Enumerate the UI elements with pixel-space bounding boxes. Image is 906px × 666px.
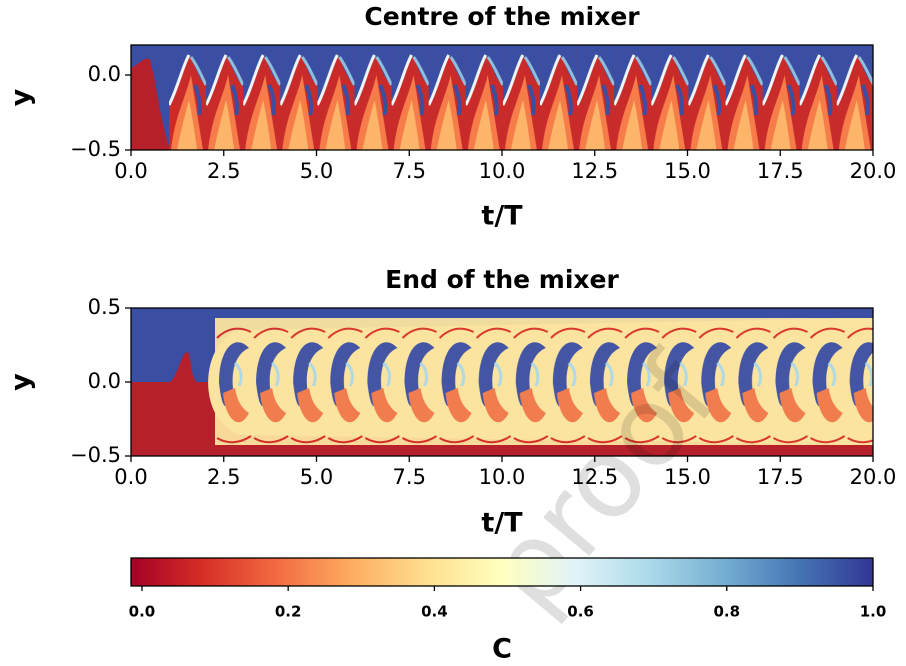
y-tick-label: 0.0 bbox=[88, 369, 121, 393]
colorbar-label: C bbox=[492, 634, 512, 665]
colorbar-tick-label: 0.6 bbox=[567, 603, 594, 621]
x-tick-label: 5.0 bbox=[300, 465, 333, 489]
x-tick-label: 15.0 bbox=[664, 465, 711, 489]
chart-title: End of the mixer bbox=[385, 265, 619, 294]
colorbar-tick-label: 0.0 bbox=[129, 603, 156, 621]
heatmap-field bbox=[131, 45, 873, 150]
x-tick-label: 7.5 bbox=[393, 159, 426, 183]
x-tick-label: 17.5 bbox=[757, 159, 804, 183]
x-tick-label: 7.5 bbox=[393, 465, 426, 489]
colorbar-tick-label: 0.4 bbox=[421, 603, 448, 621]
x-tick-label: 17.5 bbox=[757, 465, 804, 489]
x-axis-label: t/T bbox=[481, 201, 523, 232]
chart-title: Centre of the mixer bbox=[364, 2, 640, 31]
colorbar-tick-label: 1.0 bbox=[860, 603, 887, 621]
x-tick-label: 10.0 bbox=[479, 465, 526, 489]
colorbar-tick-label: 0.2 bbox=[275, 603, 302, 621]
x-tick-label: 2.5 bbox=[207, 465, 240, 489]
x-tick-label: 20.0 bbox=[850, 465, 897, 489]
x-axis-label: t/T bbox=[481, 508, 523, 539]
y-tick-label: −0.5 bbox=[70, 443, 121, 467]
colorbar-tick-label: 0.8 bbox=[714, 603, 741, 621]
x-tick-label: 20.0 bbox=[850, 159, 897, 183]
y-axis-label: y bbox=[6, 373, 37, 391]
x-tick-label: 0.0 bbox=[114, 465, 147, 489]
colorbar bbox=[130, 557, 874, 587]
x-tick-label: 0.0 bbox=[114, 159, 147, 183]
y-tick-label: 0.0 bbox=[88, 62, 121, 86]
x-tick-label: 12.5 bbox=[571, 465, 618, 489]
x-tick-label: 2.5 bbox=[207, 159, 240, 183]
y-tick-label: −0.5 bbox=[70, 137, 121, 161]
heatmap-field bbox=[131, 308, 873, 456]
x-tick-label: 5.0 bbox=[300, 159, 333, 183]
y-axis-label: y bbox=[6, 88, 37, 106]
x-tick-label: 10.0 bbox=[479, 159, 526, 183]
x-tick-label: 15.0 bbox=[664, 159, 711, 183]
y-tick-label: 0.5 bbox=[88, 295, 121, 319]
x-tick-label: 12.5 bbox=[571, 159, 618, 183]
